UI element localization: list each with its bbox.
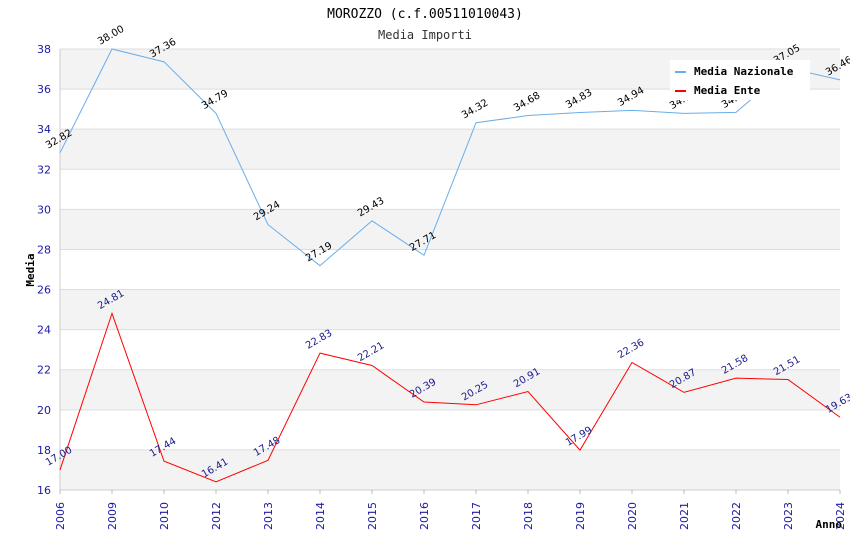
x-tick-label: 2022 — [730, 502, 743, 530]
x-tick-label: 2013 — [262, 502, 275, 530]
legend-label-media-nazionale: Media Nazionale — [694, 65, 794, 78]
data-label: 22.21 — [356, 340, 386, 364]
x-tick-label: 2015 — [366, 502, 379, 530]
grid-band — [60, 129, 840, 170]
y-tick-label: 36 — [37, 83, 51, 96]
series-line-media-ente — [59, 311, 841, 483]
data-label: 22.36 — [616, 337, 646, 361]
grid-band — [60, 289, 840, 330]
data-label: 34.79 — [200, 88, 230, 112]
x-tick-label: 2021 — [678, 502, 691, 530]
chart-title: MOROZZO (c.f.00511010043) — [327, 7, 523, 22]
x-tick-label: 2014 — [314, 502, 327, 530]
y-tick-label: 24 — [37, 324, 51, 337]
y-tick-label: 18 — [37, 444, 51, 457]
y-tick-label: 26 — [37, 284, 51, 297]
y-tick-label: 34 — [37, 123, 51, 136]
data-label: 38.00 — [96, 24, 126, 48]
y-tick-label: 32 — [37, 163, 51, 176]
data-label: 34.68 — [512, 90, 542, 114]
x-tick-label: 2016 — [418, 502, 431, 530]
x-tick-label: 2010 — [158, 502, 171, 530]
x-tick-label: 2017 — [470, 502, 483, 530]
y-axis-label: Media — [24, 253, 37, 286]
data-label: 22.83 — [304, 328, 334, 352]
series-line-media-nazionale — [59, 48, 841, 267]
series-lines — [59, 48, 841, 483]
grid-bands — [60, 48, 840, 491]
x-tick-label: 2012 — [210, 502, 223, 530]
grid-band — [60, 209, 840, 250]
x-tick-label: 2019 — [574, 502, 587, 530]
y-tick-label: 28 — [37, 243, 51, 256]
data-label: 34.32 — [460, 98, 490, 122]
y-axis: 16 18 20 22 24 26 28 30 32 34 36 38 — [37, 43, 51, 497]
plot-frame — [59, 49, 840, 491]
y-tick-label: 38 — [37, 43, 51, 56]
legend: Media Nazionale Media Ente — [670, 60, 810, 100]
x-tick-label: 2009 — [106, 502, 119, 530]
data-label: 34.83 — [564, 87, 594, 111]
x-axis: 2006 2009 2010 2012 2013 2014 2015 2016 2017 2018… — [54, 490, 847, 530]
legend-box — [670, 60, 810, 100]
y-tick-label: 20 — [37, 404, 51, 417]
chart-subtitle: Media Importi — [378, 28, 472, 42]
x-tick-label: 2018 — [522, 502, 535, 530]
y-tick-label: 22 — [37, 364, 51, 377]
x-tick-label: 2024 — [834, 502, 847, 530]
x-tick-label: 2006 — [54, 502, 67, 530]
x-tick-label: 2023 — [782, 502, 795, 530]
y-tick-label: 30 — [37, 203, 51, 216]
y-tick-label: 16 — [37, 484, 51, 497]
data-label: 17.99 — [564, 425, 594, 449]
legend-label-media-ente: Media Ente — [694, 84, 761, 97]
grid-band — [60, 449, 840, 490]
x-tick-label: 2020 — [626, 502, 639, 530]
x-axis-label: Anno — [816, 518, 843, 531]
